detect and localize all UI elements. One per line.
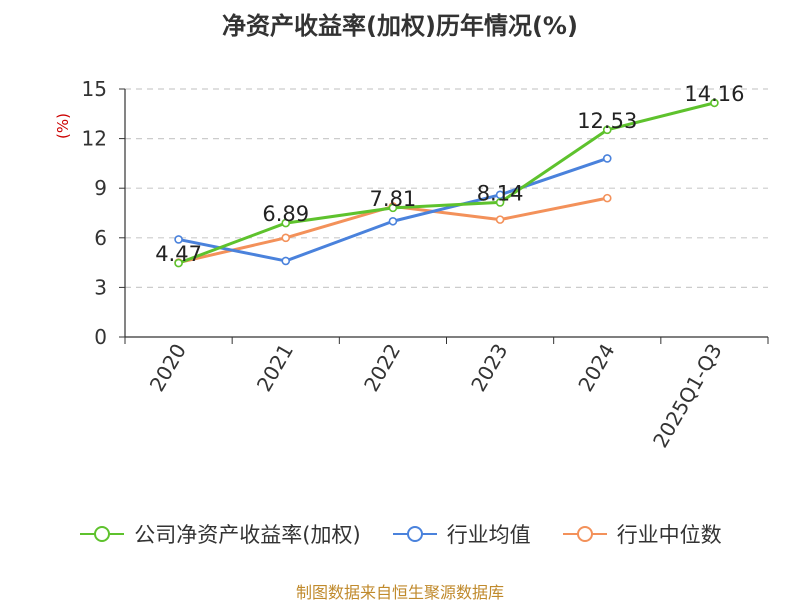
legend-label-industry-median: 行业中位数 — [616, 523, 722, 547]
data-point — [281, 233, 291, 243]
legend-item-industry-avg[interactable]: 行业均值 — [391, 519, 531, 549]
y-tick-label: 3 — [94, 275, 107, 299]
data-point — [281, 256, 291, 266]
data-point — [388, 203, 398, 213]
data-point — [174, 258, 183, 268]
data-label: 12.53 — [577, 109, 637, 133]
data-point — [710, 98, 719, 108]
x-tick-label: 2021 — [252, 340, 298, 396]
legend-marker-industry-median — [562, 526, 607, 542]
data-label: 4.47 — [155, 242, 202, 266]
legend-item-industry-median[interactable]: 行业中位数 — [561, 519, 722, 549]
y-tick-label: 9 — [94, 176, 107, 200]
series-lines — [174, 98, 719, 268]
chart-title: 净资产收益率(加权)历年情况(%) — [222, 12, 578, 40]
legend: 公司净资产收益率(加权) 行业均值 行业中位数 — [0, 519, 800, 549]
data-point — [495, 215, 505, 224]
y-tick-label: 15 — [82, 77, 107, 101]
x-tick-label: 2022 — [359, 340, 405, 396]
legend-label-company: 公司净资产收益率(加权) — [134, 523, 361, 547]
legend-item-company[interactable]: 公司净资产收益率(加权) — [78, 519, 361, 549]
x-tick-label: 2020 — [145, 340, 191, 396]
grid-lines — [125, 88, 768, 288]
data-label: 7.81 — [370, 187, 417, 211]
legend-marker-industry-avg — [392, 526, 437, 542]
data-label: 6.89 — [262, 202, 309, 226]
data-label: 8.14 — [477, 181, 524, 205]
source-note: 制图数据来自恒生聚源数据库 — [295, 583, 504, 602]
data-point — [602, 154, 612, 163]
y-tick-label: 6 — [94, 226, 107, 250]
data-point — [174, 235, 183, 244]
data-label: 14.16 — [684, 82, 744, 106]
series-line — [177, 101, 716, 265]
data-point — [281, 218, 291, 228]
data-point — [602, 193, 612, 203]
x-tick-label: 2024 — [573, 340, 619, 396]
data-point — [602, 125, 612, 135]
x-tick-label: 2025Q1-Q3 — [648, 340, 727, 452]
x-tick-label: 2023 — [466, 340, 512, 396]
y-tick-label: 0 — [94, 325, 107, 349]
data-labels: 4.47 6.89 7.81 8.14 12.53 14.16 — [155, 82, 744, 266]
legend-label-industry-avg: 行业均值 — [446, 523, 531, 547]
y-axis-label: (%) — [54, 113, 72, 139]
data-point — [495, 198, 505, 207]
y-tick-label: 12 — [82, 127, 107, 151]
legend-marker-company — [80, 526, 125, 542]
data-point — [388, 216, 398, 226]
